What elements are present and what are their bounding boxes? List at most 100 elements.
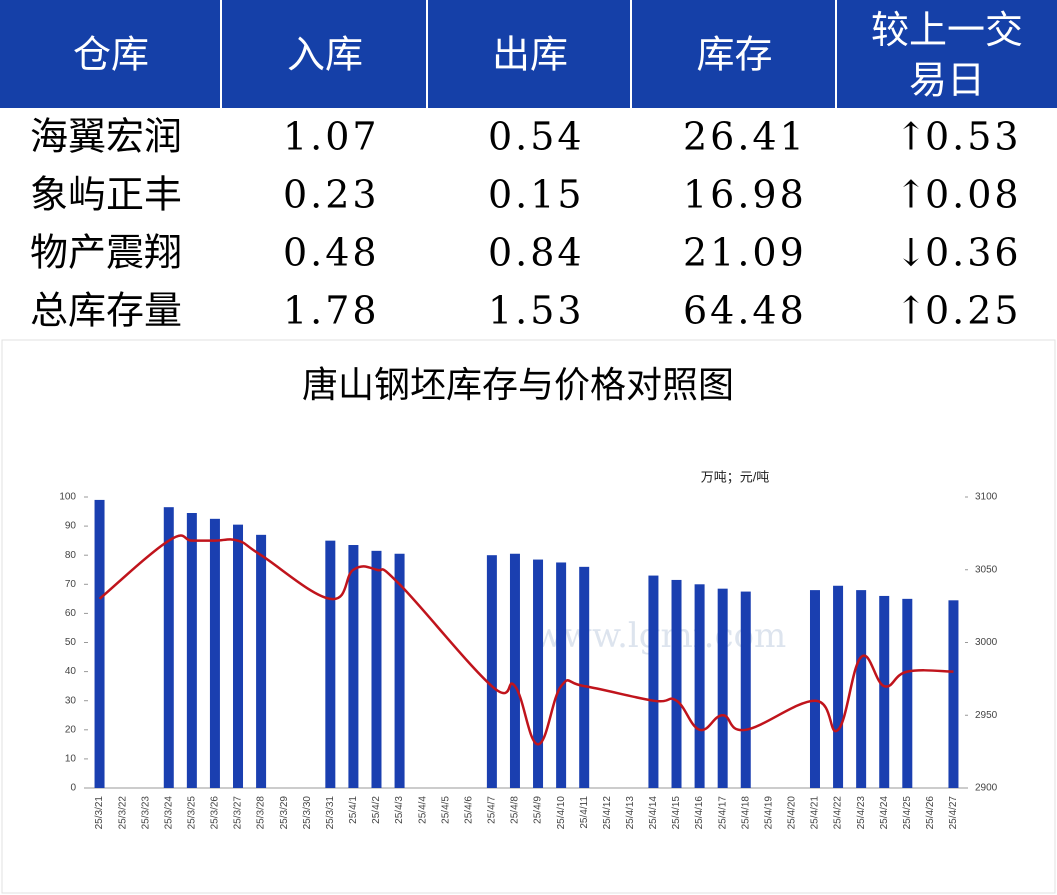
x-tick-label: 25/4/22: [833, 796, 844, 830]
cell: 0.36: [925, 231, 1022, 275]
x-tick-label: 25/4/5: [440, 796, 451, 824]
bar: [256, 534, 267, 788]
y-tick-label: 70: [65, 579, 77, 590]
chart: 唐山钢坯库存与价格对照图 万吨；元/吨 www.lgmi.com 0102030…: [1, 339, 1056, 894]
x-tick-label: 25/4/12: [602, 796, 613, 830]
x-tick-label: 25/4/4: [417, 796, 428, 824]
cell: 64.48: [683, 289, 807, 333]
x-tick-label: 25/4/19: [763, 796, 774, 830]
cell: 0.15: [488, 173, 585, 217]
cell: 26.41: [683, 115, 807, 159]
bar: [325, 540, 336, 788]
x-tick-label: 25/4/20: [787, 796, 798, 830]
x-tick-label: 25/4/26: [925, 796, 936, 830]
cell: 16.98: [683, 173, 807, 217]
cell: 1.53: [488, 289, 585, 333]
x-tick-label: 25/3/21: [94, 796, 105, 830]
change-arrow: ↑: [895, 115, 930, 159]
y-tick-label: 40: [65, 666, 77, 677]
cell: 0.48: [283, 231, 380, 275]
table-header-bg: [0, 0, 1057, 108]
bar: [163, 507, 174, 788]
bar: [486, 555, 497, 788]
y-tick-label: 80: [65, 550, 77, 561]
price-line: [98, 534, 954, 746]
x-tick-label: 25/3/30: [302, 796, 313, 830]
bar: [348, 545, 359, 788]
cell: 0.23: [283, 173, 380, 217]
x-tick-label: 25/3/29: [279, 796, 290, 830]
change-arrow: ↑: [895, 173, 930, 217]
x-tick-label: 25/4/25: [902, 796, 913, 830]
x-tick-label: 25/4/3: [394, 796, 405, 824]
bar: [740, 591, 751, 788]
y2-tick-label: 3050: [975, 564, 998, 575]
y-tick-label: 10: [65, 754, 77, 765]
x-tick-label: 25/3/23: [140, 796, 151, 830]
bar: [856, 590, 867, 788]
bar: [648, 575, 659, 788]
header-cell: 库存: [696, 33, 772, 77]
cell: 1.78: [283, 289, 380, 333]
y-tick-label: 50: [65, 637, 77, 648]
bar: [509, 553, 520, 788]
x-tick-label: 25/4/14: [648, 796, 659, 830]
change-arrow: ↓: [895, 231, 930, 275]
x-tick-label: 25/3/25: [186, 796, 197, 830]
bar: [209, 518, 220, 788]
x-tick-label: 25/4/15: [671, 796, 682, 830]
row-label: 物产震翔: [30, 231, 182, 275]
cell: 0.84: [488, 231, 585, 275]
bar: [579, 566, 590, 788]
bar: [879, 595, 890, 788]
header-cell-line: 易日: [909, 58, 985, 102]
header-cell: 仓库: [73, 33, 149, 77]
y-tick-label: 100: [59, 492, 76, 503]
cell: 0.54: [488, 115, 585, 159]
x-tick-label: 25/4/1: [348, 796, 359, 824]
cell: 0.53: [925, 115, 1022, 159]
bar: [556, 562, 567, 788]
x-tick-label: 25/3/28: [256, 796, 267, 830]
y-tick-label: 0: [70, 783, 76, 794]
cell: 21.09: [683, 231, 807, 275]
bar: [94, 499, 105, 788]
x-tick-label: 25/4/9: [533, 796, 544, 824]
x-tick-label: 25/4/6: [463, 796, 474, 824]
y2-tick-label: 3100: [975, 492, 998, 503]
header-cell: 出库: [492, 33, 568, 77]
bar: [533, 559, 544, 788]
cell: 0.25: [925, 289, 1022, 333]
bar: [694, 584, 705, 788]
x-tick-label: 25/4/27: [948, 796, 959, 830]
x-tick-label: 25/4/18: [740, 796, 751, 830]
header-cell: 入库: [287, 33, 363, 77]
x-tick-label: 25/3/31: [325, 796, 336, 830]
unit-label: 万吨；元/吨: [701, 469, 770, 485]
x-tick-label: 25/4/11: [579, 796, 590, 829]
x-tick-label: 25/4/10: [556, 796, 567, 830]
bar: [671, 579, 682, 788]
cell: 0.08: [925, 173, 1022, 217]
bar: [833, 585, 844, 788]
bar: [233, 524, 244, 788]
bar: [394, 553, 405, 788]
x-tick-label: 25/4/7: [487, 796, 498, 824]
row-label: 海翼宏润: [30, 115, 182, 159]
x-tick-label: 25/4/23: [856, 796, 867, 830]
row-label: 象屿正丰: [30, 173, 182, 217]
y-tick-label: 60: [65, 608, 77, 619]
x-tick-label: 25/4/16: [694, 796, 705, 830]
chart-title: 唐山钢坯库存与价格对照图: [302, 365, 734, 406]
chart-frame: [1, 339, 1056, 894]
x-tick-label: 25/4/17: [717, 796, 728, 830]
y-tick-label: 90: [65, 521, 77, 532]
bar: [902, 598, 913, 788]
bar: [186, 513, 197, 788]
x-tick-label: 25/3/27: [233, 796, 244, 830]
bar: [948, 600, 959, 788]
x-tick-label: 25/4/24: [879, 796, 890, 830]
y2-tick-label: 2900: [975, 783, 998, 794]
x-tick-label: 25/4/21: [810, 796, 821, 830]
